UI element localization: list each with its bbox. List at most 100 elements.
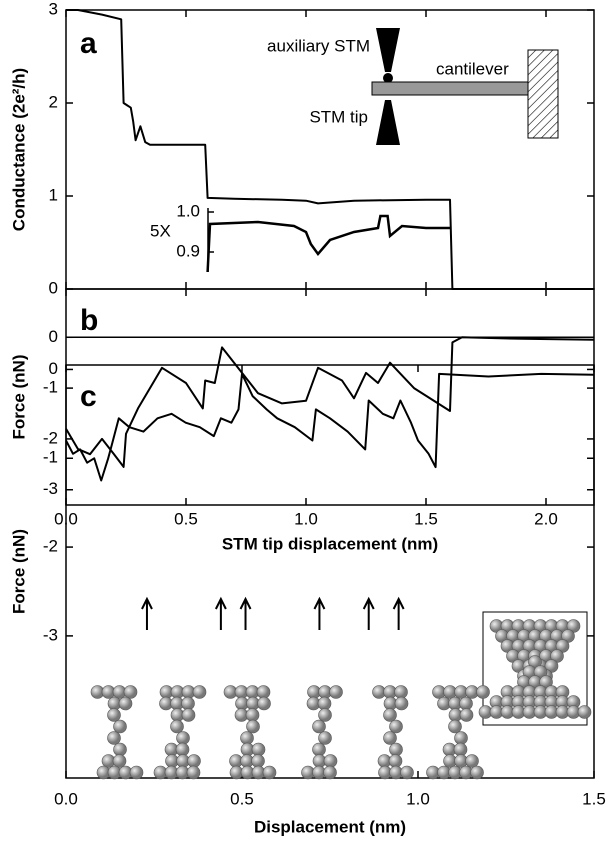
atom (257, 696, 271, 711)
x-tick-label: 2.0 (534, 509, 558, 528)
atom (383, 731, 397, 745)
atom (453, 742, 468, 757)
schematic: auxiliary STM cantilever STM tip (267, 28, 559, 145)
atom (323, 765, 337, 780)
atom (112, 754, 127, 768)
annotation: STM tip (309, 107, 368, 126)
panel-label: b (80, 304, 98, 337)
atom (251, 742, 266, 757)
atom (107, 731, 121, 745)
y-tick-label: 0 (49, 359, 58, 378)
data-line (65, 336, 595, 468)
atom (389, 719, 403, 734)
stm-tip (376, 100, 400, 145)
arrow (392, 596, 405, 630)
y-tick-label: -3 (43, 625, 58, 644)
atom (192, 685, 207, 699)
atom (448, 719, 462, 734)
atom (454, 731, 468, 745)
atom (181, 708, 196, 722)
atom (170, 719, 184, 734)
nanowire (426, 685, 490, 780)
y-axis-title: Conductance (2e²/h) (9, 68, 28, 231)
x-tick-label: 0.0 (54, 789, 78, 808)
atom (187, 754, 201, 768)
cantilever-beam (371, 81, 529, 96)
annotation: auxiliary STM (267, 36, 370, 55)
panel-label: a (80, 27, 97, 60)
x-tick-label: 1.5 (582, 789, 606, 808)
atom (262, 765, 277, 780)
atom (323, 754, 338, 768)
x-tick-label: 1.0 (294, 509, 318, 528)
atom (181, 696, 195, 711)
atom (113, 742, 127, 757)
cantilever-support (527, 49, 559, 139)
y-tick-label: 0 (49, 327, 58, 346)
y-tick-label: -1 (43, 448, 58, 467)
annotation: cantilever (436, 59, 509, 78)
atom (318, 731, 332, 745)
x-axis-title: Displacement (nm) (254, 817, 406, 836)
atom (383, 708, 397, 722)
atom (459, 708, 474, 722)
inset-label: 5X (150, 221, 171, 240)
atom (476, 685, 490, 699)
atom (240, 731, 254, 745)
atom (245, 708, 260, 722)
atom (317, 696, 332, 711)
data-line (65, 372, 595, 482)
atom (123, 685, 138, 699)
atom (470, 765, 484, 780)
inset-line (206, 214, 450, 273)
atom (129, 765, 144, 780)
atom (389, 742, 403, 757)
atom (118, 696, 133, 711)
atom (329, 685, 343, 699)
atom (246, 719, 260, 734)
inset-y-tick-label: 1.0 (176, 201, 200, 220)
arrow (362, 596, 375, 630)
panel-label: c (80, 380, 97, 413)
atom (400, 765, 414, 780)
x-axis-title: STM tip displacement (nm) (222, 534, 438, 553)
atom (251, 754, 265, 768)
atom (394, 696, 409, 711)
y-axis-title: Force (nN) (9, 529, 28, 614)
nanowire (223, 685, 277, 780)
arrow (214, 596, 227, 630)
inset-y-tick-label: 0.9 (176, 241, 200, 260)
atom (465, 754, 479, 768)
atom (256, 685, 271, 699)
atom (175, 742, 190, 757)
atom (312, 742, 326, 757)
y-tick-label: -3 (43, 479, 58, 498)
data-line (66, 9, 594, 290)
nanowire (372, 685, 414, 780)
nanowire (153, 685, 207, 780)
x-tick-label: 1.0 (406, 789, 430, 808)
contact-tips (478, 619, 592, 719)
atom (318, 708, 332, 722)
y-tick-label: 0 (49, 278, 58, 297)
y-tick-label: 1 (49, 185, 58, 204)
atom (186, 765, 201, 780)
atom (107, 708, 121, 722)
arrow (141, 596, 153, 630)
atom (394, 685, 408, 699)
atom (577, 705, 592, 719)
atom (176, 731, 190, 745)
x-tick-label: 0.5 (174, 509, 198, 528)
x-tick-label: 1.5 (414, 509, 438, 528)
atom (312, 719, 326, 734)
y-tick-label: -2 (43, 428, 58, 447)
x-tick-label: 0.5 (230, 789, 254, 808)
y-tick-label: -2 (43, 537, 58, 556)
y-tick-label: -1 (43, 378, 58, 397)
y-tick-label: 3 (49, 0, 58, 18)
atom (459, 696, 473, 711)
tip-apex (383, 73, 393, 83)
arrow (239, 596, 252, 630)
y-axis-title: Force (nN) (9, 355, 28, 440)
